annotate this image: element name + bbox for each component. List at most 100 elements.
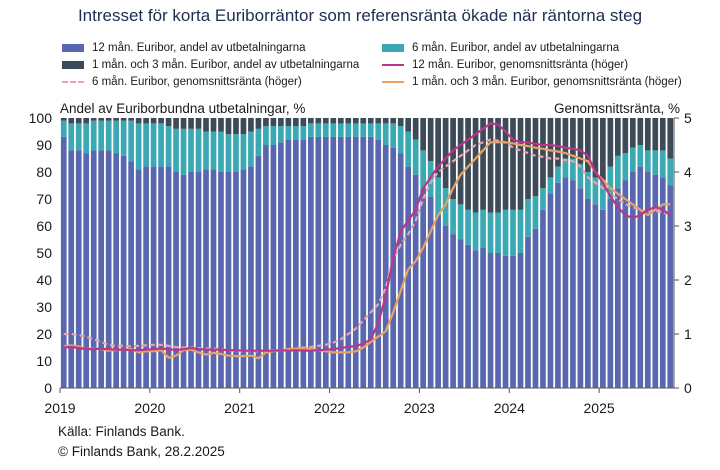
bar-share-12m bbox=[637, 166, 644, 388]
bar-share-1m3m bbox=[128, 118, 134, 121]
bar-share-1m3m bbox=[360, 118, 367, 124]
bar-share-12m bbox=[128, 161, 134, 388]
bar-share-1m3m bbox=[120, 118, 127, 121]
bar-share-1m3m bbox=[600, 118, 606, 181]
bar-share-1m3m bbox=[75, 118, 82, 124]
y-tick-left: 90 bbox=[36, 137, 52, 153]
y-tick-left: 50 bbox=[36, 245, 52, 261]
bar-share-12m bbox=[502, 255, 509, 388]
legend-label: 12 mån. Euribor, genomsnittsränta (höger… bbox=[412, 59, 629, 71]
bar-share-12m bbox=[322, 136, 329, 388]
bar-share-1m3m bbox=[397, 118, 404, 127]
bar-share-12m bbox=[472, 250, 479, 388]
bar-share-1m3m bbox=[233, 118, 239, 135]
bar-share-6m bbox=[188, 128, 194, 172]
line-rate-1m3m bbox=[63, 141, 671, 360]
bar-share-6m bbox=[210, 131, 217, 170]
bar-share-1m3m bbox=[615, 118, 621, 156]
bar-share-12m bbox=[427, 196, 434, 388]
bar-share-12m bbox=[188, 172, 194, 388]
bar-share-1m3m bbox=[517, 118, 524, 210]
bar-share-6m bbox=[667, 158, 674, 186]
bar-share-1m3m bbox=[435, 118, 441, 178]
bar-share-12m bbox=[525, 236, 531, 388]
bar-share-1m3m bbox=[420, 118, 426, 151]
bar-share-1m3m bbox=[487, 118, 494, 213]
bar-share-12m bbox=[412, 174, 419, 388]
bar-share-12m bbox=[180, 174, 187, 388]
bar-share-12m bbox=[225, 172, 232, 388]
bar-share-1m3m bbox=[285, 118, 292, 127]
bar-share-1m3m bbox=[165, 118, 172, 127]
bar-share-6m bbox=[502, 209, 509, 256]
bar-share-12m bbox=[240, 169, 247, 388]
legend-label: 6 mån. Euribor, genomsnittsränta (höger) bbox=[92, 76, 302, 88]
bar-share-1m3m bbox=[278, 118, 284, 127]
bar-share-12m bbox=[667, 185, 674, 388]
bar-share-12m bbox=[480, 247, 486, 388]
bar-share-12m bbox=[270, 145, 277, 388]
bar-share-12m bbox=[659, 177, 666, 388]
bar-share-1m3m bbox=[637, 118, 644, 145]
bar-share-6m bbox=[465, 209, 471, 245]
bar-share-6m bbox=[652, 150, 659, 175]
x-tick: 2024 bbox=[494, 400, 525, 416]
x-tick: 2022 bbox=[314, 400, 345, 416]
bar-share-6m bbox=[105, 120, 112, 151]
bar-share-6m bbox=[390, 123, 397, 148]
y-tick-left: 60 bbox=[36, 218, 52, 234]
bar-share-1m3m bbox=[203, 118, 209, 132]
bar-share-1m3m bbox=[225, 118, 232, 135]
bar-share-1m3m bbox=[622, 118, 629, 154]
bar-share-1m3m bbox=[472, 118, 479, 213]
bar-share-6m bbox=[622, 153, 629, 181]
bar-share-6m bbox=[173, 128, 179, 172]
bar-share-12m bbox=[203, 169, 209, 388]
bar-share-12m bbox=[450, 234, 456, 388]
source-note: Källa: Finlands Bank. bbox=[58, 424, 185, 439]
bar-share-6m bbox=[113, 120, 119, 154]
bar-share-12m bbox=[90, 150, 97, 388]
bar-share-12m bbox=[390, 147, 397, 388]
bar-share-1m3m bbox=[337, 118, 344, 124]
bar-share-12m bbox=[555, 182, 561, 388]
bar-share-6m bbox=[457, 204, 464, 240]
bar-share-1m3m bbox=[525, 118, 531, 199]
bar-share-12m bbox=[345, 136, 352, 388]
y-tick-left: 10 bbox=[36, 353, 52, 369]
bar-share-12m bbox=[435, 215, 441, 388]
bar-share-6m bbox=[255, 128, 262, 156]
y-tick-right: 4 bbox=[684, 164, 692, 180]
y-tick-left: 0 bbox=[44, 380, 52, 396]
bar-share-1m3m bbox=[465, 118, 471, 210]
bar-share-12m bbox=[570, 180, 576, 388]
bar-share-6m bbox=[68, 123, 75, 151]
bar-share-1m3m bbox=[255, 118, 262, 129]
bar-share-12m bbox=[442, 226, 449, 388]
bar-share-6m bbox=[308, 123, 314, 137]
bar-share-12m bbox=[600, 209, 606, 388]
bar-share-1m3m bbox=[457, 118, 464, 205]
bar-share-6m bbox=[278, 126, 284, 143]
bar-share-12m bbox=[60, 136, 67, 388]
bar-share-6m bbox=[570, 158, 576, 181]
bar-share-12m bbox=[337, 136, 344, 388]
bar-share-6m bbox=[90, 120, 97, 151]
bar-share-12m bbox=[68, 150, 75, 388]
x-tick: 2023 bbox=[404, 400, 435, 416]
y-tick-right: 1 bbox=[684, 326, 692, 342]
bar-share-12m bbox=[629, 172, 636, 388]
bar-share-1m3m bbox=[315, 118, 322, 124]
bar-share-6m bbox=[487, 212, 494, 253]
bar-share-1m3m bbox=[158, 118, 164, 124]
bar-share-6m bbox=[517, 209, 524, 253]
bar-share-12m bbox=[367, 136, 374, 388]
bar-share-6m bbox=[158, 123, 164, 167]
bar-share-6m bbox=[225, 134, 232, 172]
chart-title: Intresset för korta Euriborräntor som re… bbox=[77, 6, 643, 25]
bar-share-6m bbox=[532, 196, 539, 229]
bar-share-12m bbox=[143, 166, 149, 388]
bar-share-6m bbox=[420, 150, 426, 189]
bar-share-6m bbox=[450, 199, 456, 235]
